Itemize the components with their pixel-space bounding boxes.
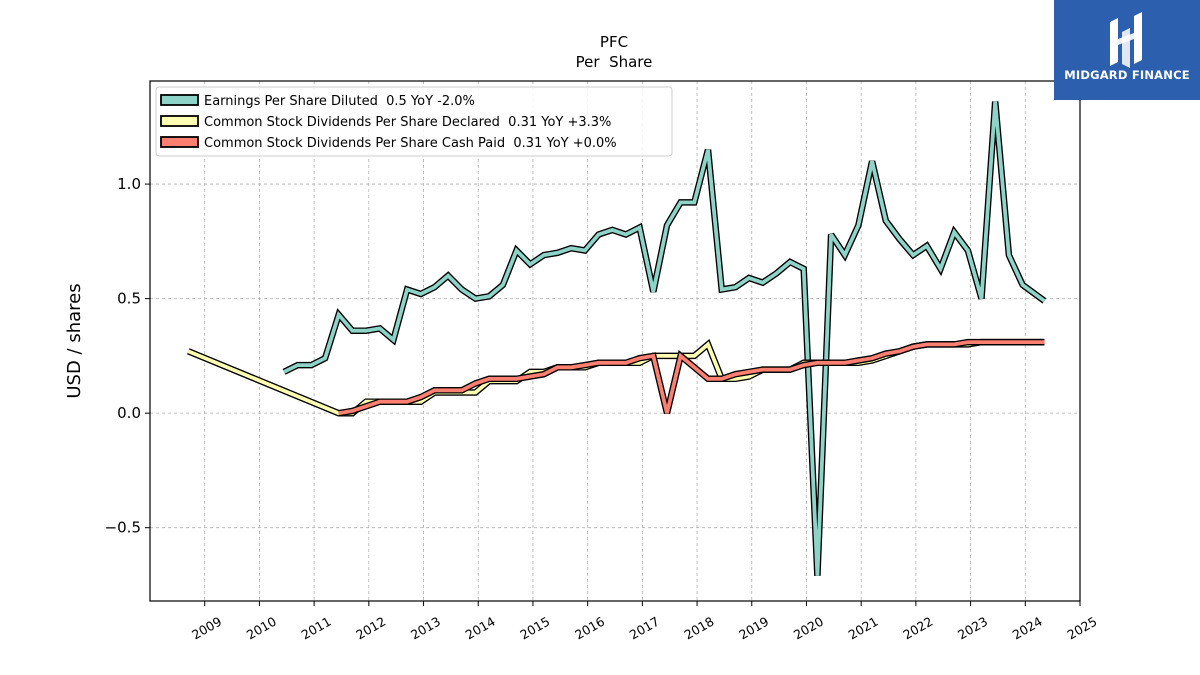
legend-swatch-2 [160, 115, 199, 127]
y-tick-label: 0.5 [117, 290, 141, 308]
series-line-1 [283, 101, 1046, 576]
x-tick-label: 2013 [408, 614, 443, 643]
legend-label-1: Earnings Per Share Diluted 0.5 YoY -2.0% [204, 94, 475, 109]
y-tick-label: −0.5 [105, 519, 141, 537]
x-tick-label: 2025 [1064, 614, 1099, 643]
x-tick-label: 2010 [244, 614, 279, 643]
legend-swatch-1 [160, 94, 199, 106]
chart-subtitle: Per Share [576, 53, 653, 71]
midgard-m-logo-icon [1110, 12, 1142, 68]
legend-box [155, 86, 673, 157]
x-tick-label: 2009 [189, 614, 224, 643]
series-outline-1 [282, 101, 1047, 576]
x-tick-label: 2012 [353, 614, 388, 643]
grid [150, 81, 1081, 601]
brand-name: MIDGARD FINANCE [1064, 68, 1190, 82]
x-tick-label: 2016 [572, 614, 607, 643]
y-tick-label: 0.0 [117, 404, 141, 422]
chart-title: PFC [600, 33, 628, 51]
x-tick-label: 2015 [517, 614, 552, 643]
x-tick-label: 2014 [463, 614, 498, 643]
legend-label-2: Common Stock Dividends Per Share Declare… [204, 115, 611, 130]
y-tick-label: 1.0 [117, 175, 141, 193]
brand-logo: MIDGARD FINANCE [1054, 0, 1200, 100]
y-axis-label: USD / shares [64, 283, 85, 398]
x-tick-label: 2017 [627, 614, 662, 643]
series-line-3 [338, 340, 1045, 416]
x-tick-label: 2018 [682, 614, 717, 643]
x-tick-label: 2020 [791, 614, 826, 643]
legend: Earnings Per Share Diluted 0.5 YoY -2.0%… [155, 86, 673, 157]
series-layer [187, 101, 1047, 576]
x-tick-label: 2023 [955, 614, 990, 643]
x-tick-label: 2021 [846, 614, 881, 643]
legend-label-3: Common Stock Dividends Per Share Cash Pa… [204, 136, 617, 151]
x-tick-label: 2019 [736, 614, 771, 643]
x-tick-label: 2011 [299, 614, 334, 643]
plot-frame [149, 80, 1081, 602]
legend-swatch-3 [160, 136, 199, 148]
x-tick-label: 2024 [1010, 614, 1045, 643]
x-tick-label: 2022 [900, 614, 935, 643]
